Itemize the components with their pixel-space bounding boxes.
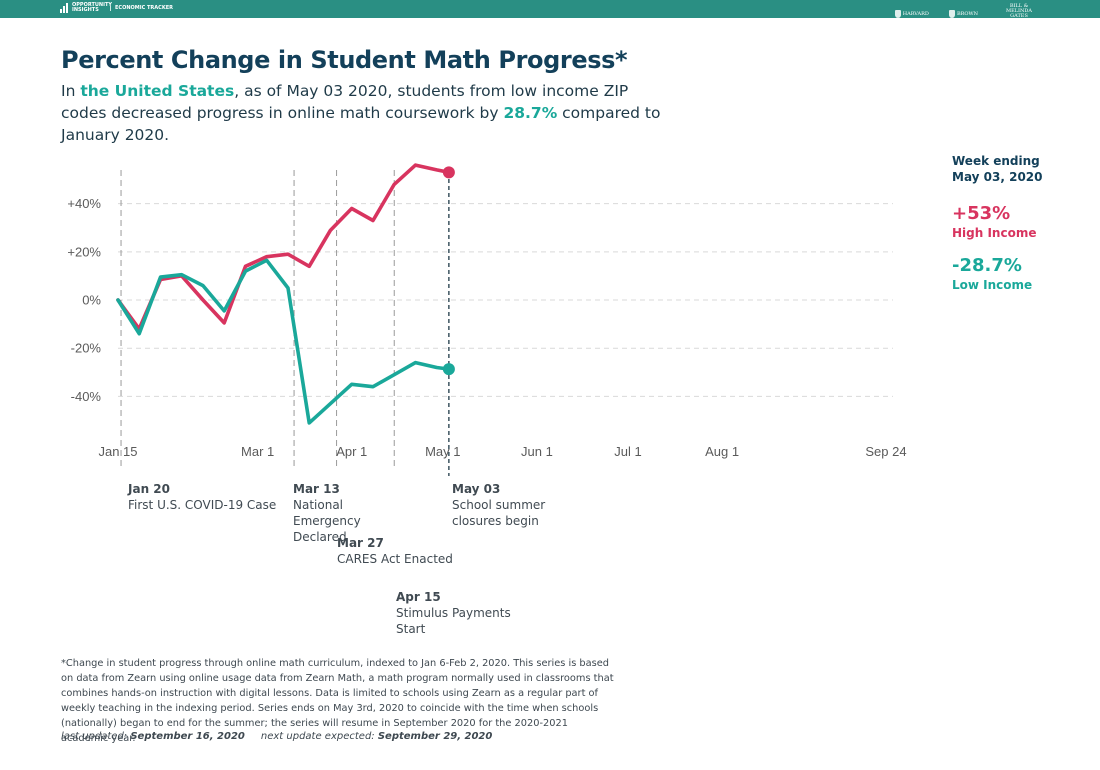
x-tick-label: Jul 1 — [614, 444, 641, 459]
current-values-panel: Week ending May 03, 2020 +53% High Incom… — [952, 153, 1072, 293]
partner-name: HARVARD — [902, 10, 929, 17]
shield-icon — [894, 10, 901, 18]
partner-logo-gates[interactable]: BILL & MELINDA GATES Foundation — [1004, 3, 1034, 24]
y-tick-label: -20% — [71, 341, 102, 356]
partner-logo-brown[interactable]: BROWN — [948, 10, 978, 18]
low-income-value: -28.7% — [952, 255, 1022, 276]
week-ending-date: May 03, 2020 — [952, 170, 1043, 184]
low-income-label[interactable]: Low Income — [952, 278, 1033, 292]
event-date: Mar 27 — [337, 536, 384, 550]
partner-name: BROWN — [956, 10, 978, 17]
footnote: *Change in student progress through onli… — [61, 658, 614, 744]
page-title: Percent Change in Student Math Progress* — [61, 46, 628, 74]
event-label: National Emergency Declared — [293, 498, 361, 544]
event-date: Mar 13 — [293, 482, 340, 496]
event-annotation: Mar 13 National Emergency Declared — [293, 481, 413, 545]
header-bar: OPPORTUNITY INSIGHTS ECONOMIC TRACKER HA… — [0, 0, 1100, 24]
event-annotation: Mar 27 CARES Act Enacted — [337, 535, 467, 567]
series-line — [116, 258, 451, 425]
event-annotation: May 03 School summer closures begin — [452, 481, 557, 529]
shield-icon — [948, 10, 955, 18]
line-chart: +40% +20% 0% -20% -40% Jan 15 Mar 1 Apr 1 May 1 J… — [67, 163, 907, 476]
partner-logo-harvard[interactable]: HARVARD — [894, 10, 929, 18]
x-tick-label: Apr 1 — [336, 444, 367, 459]
high-income-label[interactable]: High Income — [952, 226, 1037, 240]
x-tick-label: Sep 24 — [865, 444, 906, 459]
event-date: May 03 — [452, 482, 501, 496]
x-tick-label: Mar 1 — [241, 444, 274, 459]
event-annotation: Jan 20 First U.S. COVID-19 Case — [128, 481, 278, 513]
event-date: Apr 15 — [396, 590, 441, 604]
event-label: Stimulus Payments Start — [396, 606, 511, 636]
last-updated-date: September 16, 2020 — [130, 731, 245, 742]
x-tick-label: Jan 15 — [98, 444, 137, 459]
x-tick-label: Jun 1 — [521, 444, 553, 459]
event-date: Jan 20 — [128, 482, 170, 496]
event-label: CARES Act Enacted — [337, 552, 453, 566]
event-annotation: Apr 15 Stimulus Payments Start — [396, 589, 511, 637]
subtitle-text: In — [61, 82, 81, 100]
value-highlight: 28.7% — [503, 104, 558, 122]
week-ending-label: Week ending — [952, 154, 1040, 168]
brand-name: OPPORTUNITY INSIGHTS — [72, 2, 113, 13]
high-income-value: +53% — [952, 203, 1011, 224]
update-info: last updated: September 16, 2020 next upd… — [61, 730, 492, 744]
y-tick-label: +40% — [67, 196, 101, 211]
bar-chart-icon — [60, 3, 68, 13]
brand-logo[interactable]: OPPORTUNITY INSIGHTS ECONOMIC TRACKER — [60, 3, 173, 13]
last-updated-label: last updated: — [61, 731, 128, 742]
y-tick-label: +20% — [67, 244, 101, 259]
series-line — [116, 163, 451, 331]
event-label: School summer closures begin — [452, 498, 546, 528]
y-tick-label: 0% — [82, 293, 101, 308]
subtitle-text: , as of May 03 2020, students from low i… — [61, 82, 629, 122]
partner-logos: HARVARD BROWN BILL & MELINDA GATES Found… — [894, 3, 1040, 24]
subtitle-text: compared to January 2020. — [61, 104, 661, 144]
x-tick-label: May 1 — [425, 444, 460, 459]
x-tick-label: Aug 1 — [705, 444, 739, 459]
end-point-marker — [442, 363, 455, 376]
next-update-label: next update expected: — [260, 731, 375, 742]
end-point-marker — [442, 166, 455, 179]
y-tick-label: -40% — [71, 389, 102, 404]
brand-subtitle: ECONOMIC TRACKER — [110, 5, 173, 11]
next-update-date: September 29, 2020 — [377, 731, 493, 742]
location-highlight[interactable]: the United States — [80, 82, 235, 100]
page-subtitle: In the United States, as of May 03 2020,… — [61, 80, 661, 146]
event-label: First U.S. COVID-19 Case — [128, 498, 277, 512]
